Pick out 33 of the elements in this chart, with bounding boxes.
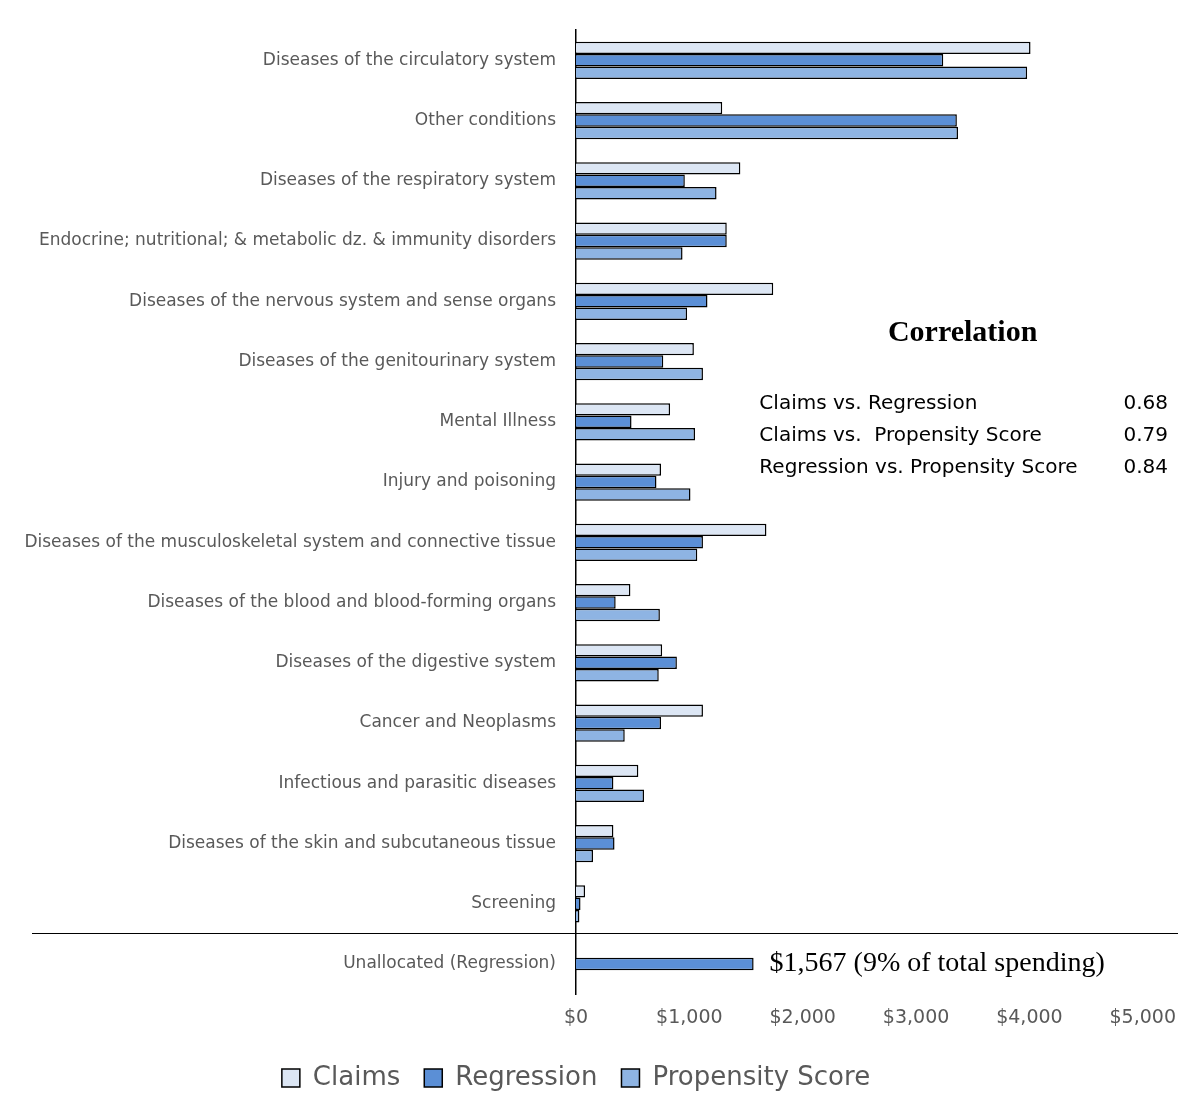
y-tick-label: Endocrine; nutritional; & metabolic dz. & immunity disorders	[38, 229, 557, 250]
y-tick-label: Cancer and Neoplasms	[359, 711, 557, 732]
y-tick-label: Diseases of the skin and subcutaneous tissue	[168, 832, 556, 852]
y-tick-label: Diseases of the nervous system and sense organs	[129, 289, 557, 310]
annotation: Regression vs. Propensity Score	[759, 454, 1078, 478]
x-tick-label: $5,000	[1109, 1004, 1176, 1027]
x-tick-label: $3,000	[882, 1004, 950, 1027]
y-tick-label: Unallocated (Regression)	[343, 952, 556, 973]
y-tick-label: Mental Illness	[439, 410, 557, 431]
annotation: 0.79	[1123, 422, 1168, 446]
annotation: Claims vs. Propensity Score	[759, 422, 1042, 446]
x-tick-label: $2,000	[769, 1004, 836, 1027]
y-tick-label: Injury and poisoning	[382, 470, 556, 491]
y-tick-label: Diseases of the musculoskeletal system and connective tissue	[24, 530, 556, 551]
y-tick-label: Diseases of the genitourinary system	[238, 350, 556, 370]
y-tick-label: Screening	[471, 892, 556, 913]
x-tick-label: $1,000	[656, 1004, 723, 1027]
annotation: 0.68	[1123, 390, 1168, 414]
data-label: $1,567 (9% of total spending)	[769, 946, 1105, 978]
annotation: Correlation	[886, 314, 1039, 348]
y-tick-label: Diseases of the blood and blood-forming organs	[147, 591, 557, 611]
y-tick-label: Diseases of the respiratory system	[259, 169, 556, 190]
legend-label: Propensity Score	[652, 1060, 871, 1091]
x-tick-label: $0	[563, 1004, 589, 1027]
y-tick-label: Diseases of the circulatory system	[262, 48, 556, 69]
legend-label: Claims	[312, 1060, 401, 1091]
y-tick-label: Other conditions	[414, 109, 557, 129]
legend-label: Regression	[455, 1060, 598, 1091]
annotation: 0.84	[1123, 454, 1168, 478]
annotation: Claims vs. Regression	[759, 390, 978, 414]
y-tick-label: Infectious and parasitic diseases	[278, 771, 557, 792]
y-tick-label: Diseases of the digestive system	[275, 651, 556, 672]
x-tick-label: $4,000	[996, 1004, 1063, 1027]
